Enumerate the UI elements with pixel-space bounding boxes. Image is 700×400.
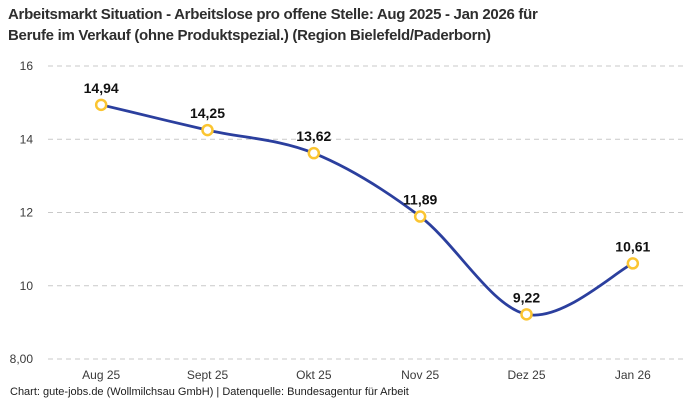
x-tick-label: Okt 25 xyxy=(296,368,332,382)
chart-title: Arbeitsmarkt Situation - Arbeitslose pro… xyxy=(8,4,692,46)
chart-title-line1: Arbeitsmarkt Situation - Arbeitslose pro… xyxy=(8,6,538,23)
x-tick-label: Sept 25 xyxy=(187,368,229,382)
data-point-label: 10,61 xyxy=(615,238,650,254)
x-tick-label: Dez 25 xyxy=(507,368,545,382)
chart-title-line2: Berufe im Verkauf (ohne Produktspezial.)… xyxy=(8,27,491,44)
data-point-label: 13,62 xyxy=(296,128,331,144)
y-tick-label: 16 xyxy=(20,59,34,73)
data-point-label: 9,22 xyxy=(513,289,540,305)
data-point-marker xyxy=(201,123,214,137)
data-point-marker xyxy=(413,210,427,223)
data-point-marker xyxy=(307,146,321,160)
data-point-label: 14,94 xyxy=(84,80,119,96)
x-tick-label: Nov 25 xyxy=(401,368,439,382)
data-point-label: 14,25 xyxy=(190,105,225,121)
data-point-label: 11,89 xyxy=(403,192,437,208)
y-tick-label: 8,00 xyxy=(10,352,34,366)
x-tick-label: Jan 26 xyxy=(615,368,651,382)
y-tick-label: 12 xyxy=(20,206,34,220)
data-point-marker xyxy=(520,308,533,321)
x-tick-label: Aug 25 xyxy=(82,368,120,382)
data-point-marker xyxy=(626,257,640,270)
data-line xyxy=(99,103,635,317)
data-point-marker xyxy=(94,98,108,112)
y-tick-label: 14 xyxy=(20,132,34,146)
y-tick-label: 10 xyxy=(20,279,34,293)
chart-credit: Chart: gute-jobs.de (Wollmilchsau GmbH) … xyxy=(10,386,409,398)
